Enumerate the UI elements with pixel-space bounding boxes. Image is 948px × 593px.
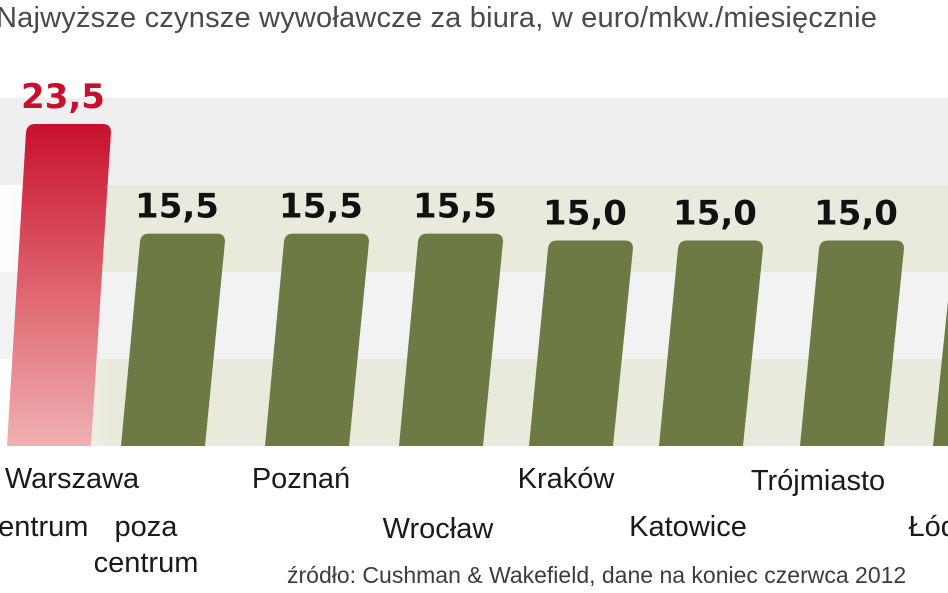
bar bbox=[933, 300, 948, 446]
category-label: Warszawa bbox=[4, 463, 140, 495]
value-label: 15,0 bbox=[673, 194, 757, 234]
source-note: źródło: Cushman & Wakefield, dane na kon… bbox=[287, 562, 907, 588]
category-label: Trójmiasto bbox=[750, 465, 886, 497]
value-label: 23,5 bbox=[21, 77, 105, 117]
value-label: 15,5 bbox=[135, 187, 219, 227]
bar bbox=[265, 233, 369, 446]
bar bbox=[121, 233, 225, 446]
category-label: Katowice bbox=[629, 511, 747, 543]
bar bbox=[659, 240, 763, 446]
bar bbox=[399, 233, 503, 446]
category-label: centrum bbox=[93, 547, 199, 579]
value-label: 15,5 bbox=[413, 187, 497, 227]
category-label: poza bbox=[114, 511, 178, 543]
value-labels: 23,515,515,515,515,015,015,014,0 bbox=[21, 77, 948, 247]
category-label: centrum bbox=[0, 511, 89, 543]
chart-title: Najwyższe czynsze wywoławcze za biura, w… bbox=[0, 2, 878, 34]
bar-highlight bbox=[7, 124, 111, 447]
value-label: 15,0 bbox=[543, 194, 627, 234]
category-label: Kraków bbox=[517, 463, 615, 495]
value-label: 15,0 bbox=[814, 194, 898, 234]
grid-band bbox=[0, 98, 948, 185]
bar bbox=[529, 240, 633, 446]
bar bbox=[800, 240, 904, 446]
bars bbox=[7, 124, 948, 447]
value-label: 15,5 bbox=[279, 187, 363, 227]
category-label: Łódź bbox=[908, 511, 948, 543]
category-label: Wrocław bbox=[382, 513, 494, 545]
category-label: Poznań bbox=[251, 463, 351, 495]
